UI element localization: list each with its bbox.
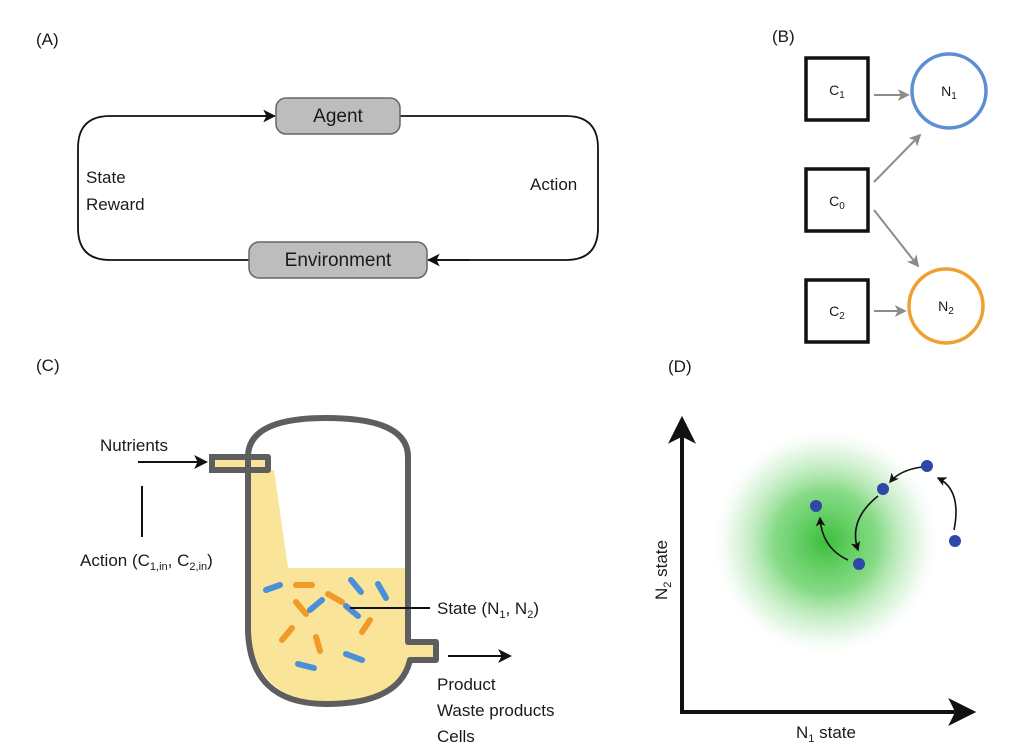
cell [295,661,317,671]
trajectory-arrow-4 [815,516,849,561]
trajectory-point [921,460,933,472]
environment-node [248,241,428,279]
arrow-c0-n1 [873,133,922,183]
cell [313,634,323,654]
waste-label: Waste products [437,701,554,720]
c1-label: C1 [829,82,845,101]
n2-label: N2 [938,298,954,317]
c1-node [804,56,870,122]
trajectory-point [949,535,961,547]
cell [307,597,325,613]
c0-label: C0 [829,193,845,212]
panel-c-label: (C) [36,356,60,375]
panel-a-label: (A) [36,30,59,49]
agent-label: Agent [313,106,363,127]
panel-a: (A) Agent Environment State Reward Actio… [36,30,599,279]
c2-label: C2 [829,303,845,322]
c0-node [804,167,870,233]
inflow-stream [260,470,288,568]
state-c-label: State (N1, N2) [437,599,539,621]
n1-node [910,52,988,130]
panel-b: (B) C1 C0 C2 N1 N2 [772,27,988,345]
n2-node [907,267,985,345]
x-axis-label: N1 state [796,723,856,745]
trajectory-arrow-3 [850,495,879,552]
cell [343,651,365,663]
cells-label: Cells [437,727,475,746]
environment-label: Environment [285,250,392,271]
cell [325,591,345,605]
n1-label: N1 [941,83,957,102]
trajectory-point [810,500,822,512]
state-label: State [86,168,126,187]
cell [375,581,389,601]
cell [279,625,295,643]
inlet-pipe-outline [209,454,271,473]
action-c-label: Action (C1,in, C2,in) [80,551,213,573]
trajectory-point [877,483,889,495]
cell [343,603,361,619]
product-label: Product [437,675,496,694]
cell [263,582,283,593]
reward-label: Reward [86,195,145,214]
action-label: Action [530,175,577,194]
panel-d: (D) N1 state N2 state [652,357,977,745]
cell [348,577,364,595]
trajectory-arrow-1 [936,477,957,531]
panel-d-label: (D) [668,357,692,376]
loop-right-path [400,115,599,261]
agent-node [275,97,401,135]
y-axis-label: N2 state [652,540,674,600]
nutrients-label: Nutrients [100,436,168,455]
target-region [710,426,942,658]
arrow-c0-n2 [873,209,920,268]
panel-c: (C) Nutrients Action (C1,i [36,356,554,746]
trajectory-arrow-2 [889,466,923,484]
c2-node [804,278,870,344]
loop-left-path [77,115,275,261]
trajectory-point [853,558,865,570]
cell [293,599,309,617]
panel-b-label: (B) [772,27,795,46]
cell [359,617,373,635]
bioreactor-vessel [245,415,439,707]
cells [263,577,389,671]
